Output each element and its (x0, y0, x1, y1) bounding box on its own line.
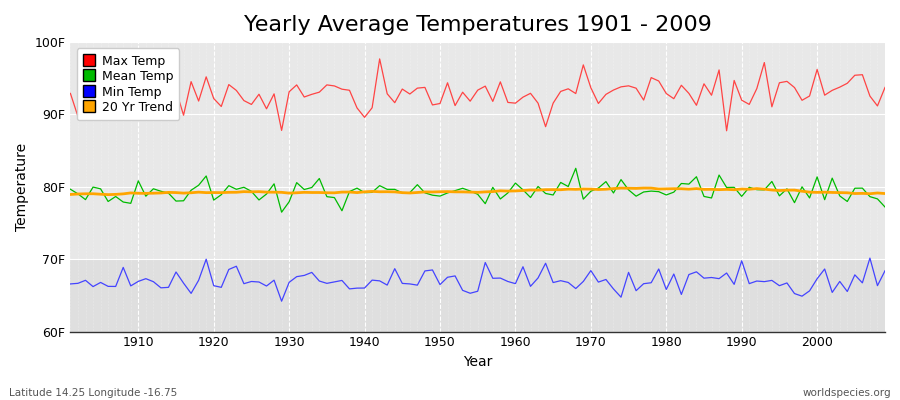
Bar (70, 259, 885, 332)
Title: Yearly Average Temperatures 1901 - 2009: Yearly Average Temperatures 1901 - 2009 (244, 15, 712, 35)
Legend: Max Temp, Mean Temp, Min Temp, 20 Yr Trend: Max Temp, Mean Temp, Min Temp, 20 Yr Tre… (76, 48, 179, 120)
Y-axis label: Temperature: Temperature (15, 143, 29, 231)
Text: Latitude 14.25 Longitude -16.75: Latitude 14.25 Longitude -16.75 (9, 388, 177, 398)
Text: worldspecies.org: worldspecies.org (803, 388, 891, 398)
X-axis label: Year: Year (463, 355, 492, 369)
